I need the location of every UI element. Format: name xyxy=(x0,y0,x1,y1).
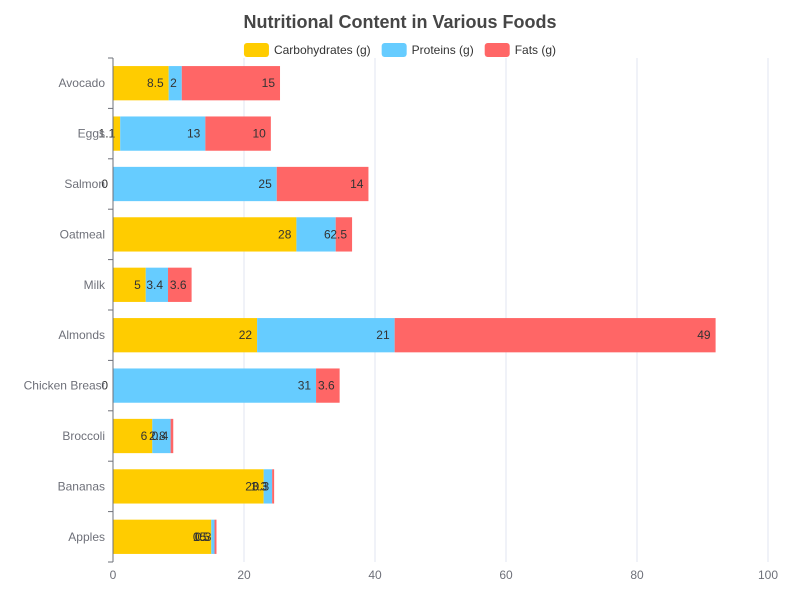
bar-eggs-fats xyxy=(205,116,271,151)
x-tick-label-20: 20 xyxy=(237,568,251,582)
bar-almonds-carbohydrates xyxy=(113,318,258,353)
legend-swatch-carbohydrates xyxy=(243,43,269,57)
data-label-bananas-carbohydrates: 23 xyxy=(245,479,259,493)
x-tick-label-0: 0 xyxy=(110,568,117,582)
y-tick-label-avocado: Avocado xyxy=(59,76,106,90)
data-label-salmon-proteins: 25 xyxy=(258,177,272,191)
bar-apples-proteins xyxy=(211,519,215,554)
bar-chicken-breast-proteins xyxy=(113,368,317,403)
y-tick-label-chicken-breast: Chicken Breast xyxy=(24,379,106,393)
data-label-broccoli-fats: 0.4 xyxy=(152,429,169,443)
data-label-bananas-proteins: 1.3 xyxy=(250,479,267,493)
data-label-broccoli-carbohydrates: 6 xyxy=(141,429,148,443)
bar-oatmeal-carbohydrates xyxy=(113,217,297,252)
bar-eggs-proteins xyxy=(120,116,206,151)
data-label-apples-fats: 0.3 xyxy=(195,530,212,544)
grid-lines xyxy=(243,58,769,562)
data-label-oatmeal-proteins: 6 xyxy=(324,227,331,241)
data-label-apples-carbohydrates: 15 xyxy=(193,530,207,544)
data-label-bananas-fats: 0.3 xyxy=(252,479,269,493)
data-label-almonds-carbohydrates: 22 xyxy=(239,328,253,342)
data-label-eggs-fats: 10 xyxy=(252,127,266,141)
data-label-almonds-proteins: 21 xyxy=(376,328,390,342)
bar-oatmeal-fats xyxy=(335,217,353,252)
legend-label-fats: Fats (g) xyxy=(515,43,556,57)
x-tick-label-60: 60 xyxy=(499,568,513,582)
legend-label-carbohydrates: Carbohydrates (g) xyxy=(274,43,371,57)
data-label-oatmeal-fats: 2.5 xyxy=(330,227,347,241)
bar-bananas-carbohydrates xyxy=(113,469,264,504)
bar-avocado-carbohydrates xyxy=(113,66,169,101)
data-label-milk-carbohydrates: 5 xyxy=(134,278,141,292)
chart-title: Nutritional Content in Various Foods xyxy=(244,12,557,32)
data-label-avocado-fats: 15 xyxy=(262,76,276,90)
bar-apples-carbohydrates xyxy=(113,519,212,554)
bar-bananas-fats xyxy=(272,469,275,504)
y-tick-label-apples: Apples xyxy=(68,530,105,544)
data-label-milk-fats: 3.6 xyxy=(170,278,187,292)
legend-item-carbohydrates: Carbohydrates (g) xyxy=(243,43,371,57)
x-tick-label-40: 40 xyxy=(368,568,382,582)
data-label-avocado-carbohydrates: 8.5 xyxy=(147,76,164,90)
data-label-salmon-carbohydrates: 0 xyxy=(101,177,108,191)
y-tick-label-broccoli: Broccoli xyxy=(62,429,105,443)
data-label-almonds-fats: 49 xyxy=(697,328,711,342)
y-tick-label-salmon: Salmon xyxy=(64,177,105,191)
data-label-chicken-breast-proteins: 31 xyxy=(298,379,312,393)
bar-broccoli-proteins xyxy=(152,418,171,454)
data-label-chicken-breast-carbohydrates: 0 xyxy=(101,379,108,393)
bar-eggs-carbohydrates xyxy=(113,116,121,151)
bar-almonds-fats xyxy=(394,318,716,353)
data-label-avocado-proteins: 2 xyxy=(170,76,177,90)
data-label-salmon-fats: 14 xyxy=(350,177,364,191)
y-tick-label-oatmeal: Oatmeal xyxy=(60,227,105,241)
bar-milk-proteins xyxy=(145,267,169,302)
bar-broccoli-carbohydrates xyxy=(113,418,153,454)
legend-item-fats: Fats (g) xyxy=(484,43,556,57)
bar-milk-carbohydrates xyxy=(113,267,146,302)
bar-bananas-proteins xyxy=(263,469,273,504)
y-tick-label-milk: Milk xyxy=(84,278,106,292)
bar-milk-fats xyxy=(168,267,192,302)
data-label-apples-proteins: 0.5 xyxy=(193,530,210,544)
bar-avocado-proteins xyxy=(168,66,182,101)
legend-swatch-proteins xyxy=(381,43,407,57)
y-axis: Avocado Eggs Salmon Oatmeal Milk Almonds Chick… xyxy=(24,57,114,563)
y-tick-label-eggs: Eggs xyxy=(78,127,105,141)
bar-almonds-proteins xyxy=(257,318,395,353)
data-label-eggs-carbohydrates: 1.1 xyxy=(99,127,116,141)
data-label-eggs-proteins: 13 xyxy=(187,127,201,141)
bar-oatmeal-proteins xyxy=(296,217,336,252)
data-label-milk-proteins: 3.4 xyxy=(146,278,163,292)
bar-avocado-fats xyxy=(181,66,281,101)
y-tick-label-almonds: Almonds xyxy=(58,328,105,342)
bar-salmon-proteins xyxy=(113,166,277,202)
legend-item-proteins: Proteins (g) xyxy=(381,43,474,57)
bar-apples-fats xyxy=(214,519,217,554)
bar-chicken-breast-fats xyxy=(316,368,340,403)
bar-salmon-fats xyxy=(276,166,369,202)
bar-broccoli-fats xyxy=(170,418,174,454)
legend: Carbohydrates (g) Proteins (g) Fats (g) xyxy=(243,43,556,57)
legend-label-proteins: Proteins (g) xyxy=(412,43,474,57)
legend-swatch-fats xyxy=(484,43,510,57)
x-axis: 0 20 40 60 80 100 xyxy=(110,568,779,582)
y-tick-label-bananas: Bananas xyxy=(58,479,105,493)
x-tick-label-100: 100 xyxy=(758,568,778,582)
data-label-oatmeal-carbohydrates: 28 xyxy=(278,227,292,241)
data-label-chicken-breast-fats: 3.6 xyxy=(318,379,335,393)
data-label-broccoli-proteins: 2.8 xyxy=(149,429,166,443)
x-tick-label-80: 80 xyxy=(630,568,644,582)
